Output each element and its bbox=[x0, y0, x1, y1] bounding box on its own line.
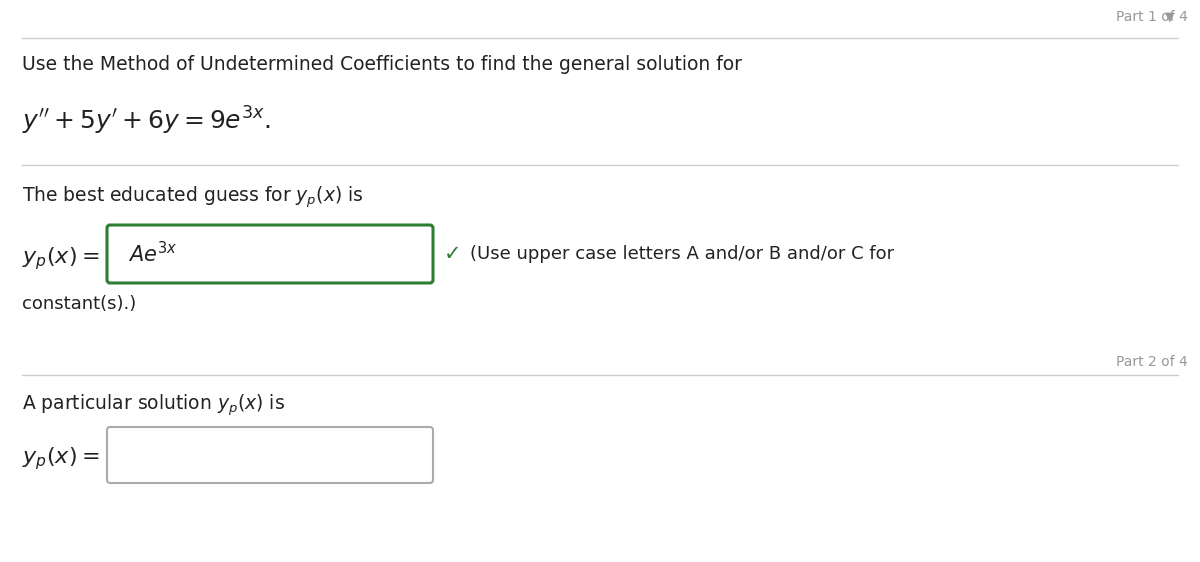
Text: Part 1 of 4: Part 1 of 4 bbox=[1116, 10, 1188, 24]
Text: (Use upper case letters A and/or B and/or C for: (Use upper case letters A and/or B and/o… bbox=[470, 245, 894, 263]
FancyBboxPatch shape bbox=[107, 427, 433, 483]
Text: A particular solution $y_p(x)$ is: A particular solution $y_p(x)$ is bbox=[22, 393, 284, 419]
Text: ▼: ▼ bbox=[1165, 10, 1175, 23]
Text: $Ae^{3x}$: $Ae^{3x}$ bbox=[128, 242, 178, 266]
FancyBboxPatch shape bbox=[107, 225, 433, 283]
Text: constant(s).): constant(s).) bbox=[22, 295, 137, 313]
Text: ✓: ✓ bbox=[444, 244, 462, 264]
Text: Use the Method of Undetermined Coefficients to find the general solution for: Use the Method of Undetermined Coefficie… bbox=[22, 55, 742, 74]
Text: The best educated guess for $y_p(x)$ is: The best educated guess for $y_p(x)$ is bbox=[22, 185, 364, 211]
Text: $y_p(x) =$: $y_p(x) =$ bbox=[22, 445, 100, 472]
Text: $y''+5y'+6y = 9e^{3x}$.: $y''+5y'+6y = 9e^{3x}$. bbox=[22, 105, 271, 137]
Text: Part 2 of 4: Part 2 of 4 bbox=[1116, 355, 1188, 369]
Text: $y_p(x) =$: $y_p(x) =$ bbox=[22, 245, 100, 272]
